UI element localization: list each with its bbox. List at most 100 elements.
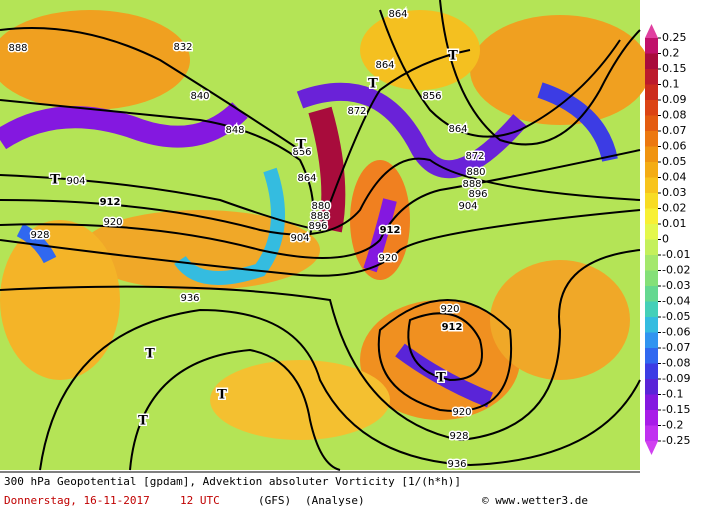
footer-credit: © www.wetter3.de bbox=[482, 494, 588, 507]
colorbar-label: 0.05 bbox=[662, 155, 687, 168]
low-marker: T bbox=[145, 347, 155, 362]
field-patch bbox=[0, 10, 190, 110]
colorbar-label: -0.06 bbox=[662, 326, 690, 339]
contour-label: 936 bbox=[447, 459, 466, 470]
contour-label: 904 bbox=[458, 201, 477, 212]
low-marker: T bbox=[448, 49, 458, 64]
contour-label: 888 bbox=[310, 211, 329, 222]
colorbar: 0.25 0.2 0.15 0.1 0.09 0.08 0.07 0.06 0.05 0.04 0.… bbox=[645, 24, 690, 455]
colorbar-label: -0.2 bbox=[662, 419, 683, 432]
colorbar-label: 0.2 bbox=[662, 47, 680, 60]
contour-label: 856 bbox=[422, 91, 441, 102]
contour bbox=[129, 348, 341, 471]
colorbar-band bbox=[645, 332, 658, 349]
contour-label: 880 bbox=[311, 201, 330, 212]
low-marker: T bbox=[436, 371, 446, 386]
contour-label: 912 bbox=[100, 197, 121, 208]
low-marker: T bbox=[50, 173, 60, 188]
colorbar-label: 0.15 bbox=[662, 62, 687, 75]
colorbar-band bbox=[645, 270, 658, 287]
colorbar-band bbox=[645, 286, 658, 302]
colorbar-band bbox=[645, 410, 658, 426]
contour-label: 912 bbox=[442, 322, 463, 333]
contour bbox=[379, 9, 621, 138]
contour-label: 864 bbox=[297, 173, 316, 184]
contour-label: 936 bbox=[180, 293, 199, 304]
colorbar-label: 0.03 bbox=[662, 186, 687, 199]
colorbar-label: -0.02 bbox=[662, 264, 690, 277]
contour-label: 888 bbox=[8, 43, 27, 54]
colorbar-label: -0.08 bbox=[662, 357, 690, 370]
colorbar-label: 0.04 bbox=[662, 171, 687, 184]
colorbar-band bbox=[645, 224, 658, 240]
contour-label: 864 bbox=[388, 9, 407, 20]
colorbar-label: 0.07 bbox=[662, 124, 687, 137]
colorbar-label: -0.05 bbox=[662, 310, 690, 323]
contours bbox=[0, 0, 641, 471]
contour-label: 896 bbox=[468, 189, 487, 200]
colorbar-band bbox=[645, 255, 658, 271]
colorbar-label: -0.04 bbox=[662, 295, 690, 308]
map: 888 8328408488568648728808888969049129209… bbox=[0, 0, 650, 472]
contour-label: 904 bbox=[290, 233, 309, 244]
colorbar-band bbox=[645, 239, 658, 256]
colorbar-band bbox=[645, 84, 658, 101]
colorbar-label: -0.09 bbox=[662, 372, 690, 385]
colorbar-label: -0.25 bbox=[662, 434, 690, 447]
vorticity-band bbox=[0, 101, 248, 150]
map-labels: 888 8328408488568648728808888969049129209… bbox=[7, 8, 489, 472]
footer-time: 12 UTC bbox=[180, 494, 220, 507]
field-patch bbox=[210, 360, 390, 440]
contour bbox=[377, 299, 513, 412]
colorbar-band bbox=[645, 146, 658, 163]
colorbar-band bbox=[645, 208, 658, 225]
contour bbox=[0, 99, 315, 236]
colorbar-band bbox=[645, 69, 658, 85]
contour-label: 904 bbox=[66, 176, 85, 187]
contour-label: 928 bbox=[449, 431, 468, 442]
footer-model: (GFS) bbox=[258, 494, 291, 507]
contour-label: 920 bbox=[440, 304, 459, 315]
contour-label: 872 bbox=[347, 106, 366, 117]
colorbar-band bbox=[645, 193, 658, 209]
field-patch bbox=[360, 10, 480, 90]
vorticity-band bbox=[537, 82, 618, 162]
colorbar-band bbox=[645, 379, 658, 395]
contour bbox=[0, 209, 641, 277]
footer-title: 300 hPa Geopotential [gpdam], Advektion … bbox=[4, 475, 461, 488]
contour bbox=[407, 312, 483, 382]
contour-label: 920 bbox=[103, 217, 122, 228]
colorbar-label: 0.1 bbox=[662, 78, 680, 91]
colorbar-band bbox=[645, 162, 658, 178]
field-patch bbox=[470, 15, 650, 125]
colorbar-band bbox=[645, 100, 658, 116]
colorbar-label: -0.15 bbox=[662, 403, 690, 416]
colorbar-band bbox=[645, 425, 658, 442]
colorbar-end bbox=[645, 24, 658, 38]
colorbar-band bbox=[645, 115, 658, 132]
colorbar-label: -0.01 bbox=[662, 248, 690, 261]
colorbar-band bbox=[645, 177, 658, 194]
contour-label: 856 bbox=[292, 147, 311, 158]
contour-label: 896 bbox=[308, 221, 327, 232]
footer-date: Donnerstag, 16-11-2017 bbox=[4, 494, 150, 507]
contour bbox=[0, 49, 471, 232]
contour-label: 840 bbox=[190, 91, 209, 102]
contour-label: 920 bbox=[378, 253, 397, 264]
colorbar-label: 0.25 bbox=[662, 31, 687, 44]
colorbar-label: 0.01 bbox=[662, 217, 687, 230]
contour-label: 872 bbox=[465, 151, 484, 162]
contour-label: 864 bbox=[448, 124, 467, 135]
footer-run: (Analyse) bbox=[305, 494, 365, 507]
colorbar-band bbox=[645, 131, 658, 147]
colorbar-band bbox=[645, 301, 658, 318]
field-patch bbox=[0, 220, 120, 380]
colorbar-band bbox=[645, 317, 658, 333]
contour bbox=[0, 27, 301, 151]
vorticity-band bbox=[16, 223, 57, 264]
vorticity-band bbox=[296, 82, 527, 179]
colorbar-end bbox=[645, 441, 658, 455]
colorbar-label: 0.09 bbox=[662, 93, 687, 106]
colorbar-band bbox=[645, 53, 658, 70]
contour bbox=[0, 149, 641, 259]
